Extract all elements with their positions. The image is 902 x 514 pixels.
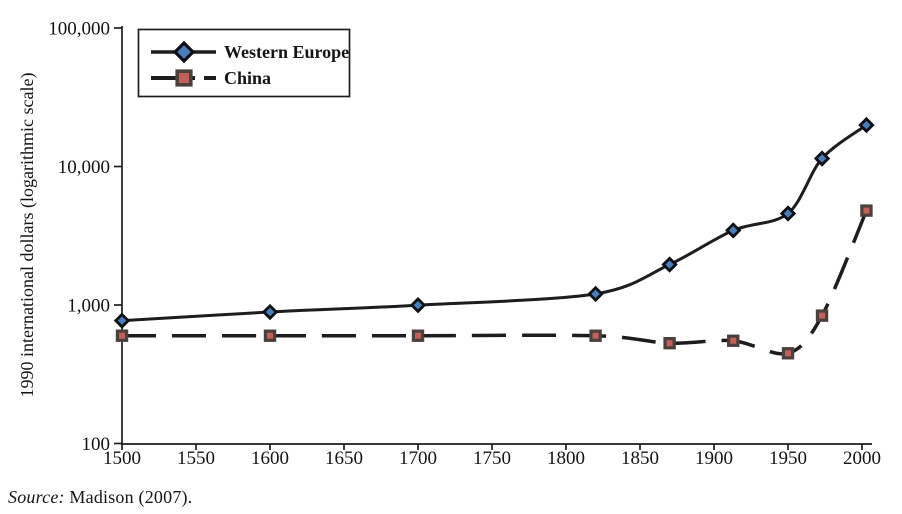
x-tick-label: 2000: [843, 448, 881, 469]
series-western-europe: [113, 116, 875, 329]
diamond-marker: [779, 205, 797, 222]
gdp-per-capita-chart: 100 1,000 10,000 100,000 1500 1550 1600 1650 170…: [17, 19, 881, 470]
series-china: [115, 204, 873, 360]
x-tick-label: 1850: [621, 448, 659, 469]
legend-box: [137, 28, 351, 98]
diamond-marker: [725, 222, 742, 239]
square-marker: [589, 329, 602, 342]
diamond-marker: [409, 297, 427, 314]
y-tick-label: 100,000: [48, 19, 110, 40]
square-marker: [727, 334, 740, 347]
square-marker: [815, 309, 829, 322]
diamond-marker: [858, 116, 875, 134]
axes: [114, 26, 872, 450]
square-marker: [781, 347, 795, 360]
source-citation: Madison (2007).: [69, 487, 193, 507]
x-tick-label: 1700: [399, 448, 437, 469]
x-tick-label: 1550: [177, 448, 215, 469]
square-marker: [860, 204, 873, 217]
diamond-marker: [113, 312, 131, 329]
x-tick-label: 1600: [251, 448, 289, 469]
legend: Western Europe China: [137, 28, 351, 98]
square-marker: [175, 69, 193, 87]
y-tick-label: 10,000: [58, 157, 110, 178]
series-line-western-europe: [121, 123, 868, 323]
diamond-marker: [261, 303, 279, 321]
diamond-marker: [172, 40, 196, 64]
y-tick-label: 100: [82, 434, 111, 455]
x-tick-label: 1800: [547, 448, 585, 469]
y-axis-title: 1990 international dollars (logarithmic …: [17, 73, 38, 398]
square-marker: [263, 329, 277, 342]
x-tick-label: 1900: [695, 448, 733, 469]
source-note: Source: Madison (2007).: [8, 487, 192, 508]
diamond-marker: [587, 285, 604, 303]
x-tick-label: 1950: [769, 448, 807, 469]
diamond-marker: [661, 256, 678, 273]
x-tick-label: 1750: [473, 448, 511, 469]
diamond-marker: [813, 150, 831, 167]
legend-label-western-europe: Western Europe: [224, 42, 349, 62]
square-marker: [663, 336, 676, 350]
source-label: Source:: [8, 487, 65, 507]
x-tick-label: 1650: [325, 448, 363, 469]
square-marker: [411, 329, 425, 342]
x-tick-label: 1500: [103, 448, 141, 469]
y-tick-label: 1,000: [67, 296, 110, 317]
square-marker: [115, 329, 129, 342]
tick-labels: 100 1,000 10,000 100,000 1500 1550 1600 1650 170…: [48, 19, 881, 470]
series-line-china: [121, 209, 869, 356]
legend-label-china: China: [224, 68, 271, 88]
